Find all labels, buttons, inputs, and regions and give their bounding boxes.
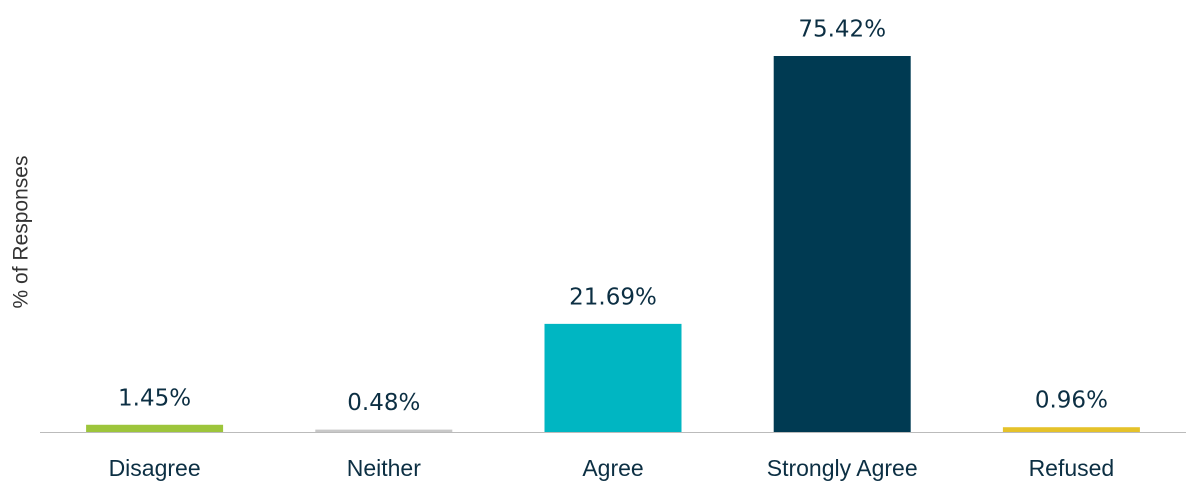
x-tick-label: Neither: [347, 455, 421, 481]
bar: [86, 424, 224, 432]
x-tick-label: Refused: [1029, 455, 1115, 481]
x-tick-label: Agree: [582, 455, 643, 481]
x-tick-label: Disagree: [109, 455, 201, 481]
value-label: 0.96%: [1035, 388, 1108, 414]
value-label: 1.45%: [118, 385, 191, 411]
value-label: 21.69%: [569, 284, 657, 310]
bar: [315, 429, 453, 432]
x-tick-label: Strongly Agree: [767, 455, 918, 481]
bar: [773, 56, 911, 432]
bar: [1002, 427, 1140, 432]
value-label: 75.42%: [798, 17, 886, 43]
y-axis-label: % of Responses: [10, 156, 33, 309]
bar: [544, 323, 682, 432]
value-label: 0.48%: [347, 390, 420, 416]
